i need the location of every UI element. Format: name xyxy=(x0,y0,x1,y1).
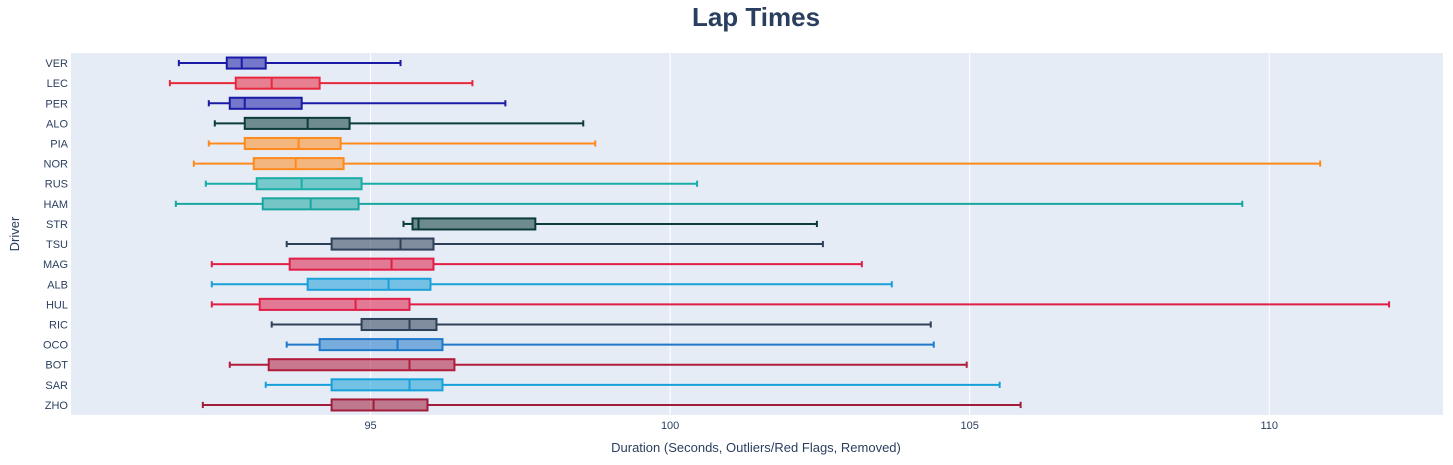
y-tick-label: PER xyxy=(45,98,68,110)
box-alo xyxy=(213,116,585,130)
box-alb xyxy=(210,277,893,291)
box-iqr xyxy=(288,257,435,271)
box-sar xyxy=(264,378,1001,392)
box-str xyxy=(402,217,818,231)
box-ham xyxy=(174,197,1244,211)
box-series xyxy=(168,56,1391,412)
box-hul xyxy=(210,297,1391,311)
box-mag xyxy=(210,257,863,271)
y-tick-label: STR xyxy=(46,219,68,231)
y-tick-label: HAM xyxy=(44,199,68,211)
x-axis-ticks: 95 100 105 110 xyxy=(364,420,1278,432)
box-iqr xyxy=(330,398,429,412)
y-tick-label: RUS xyxy=(45,179,68,191)
box-ric xyxy=(270,317,932,332)
box-ver xyxy=(177,56,402,70)
box-iqr xyxy=(243,136,342,151)
y-axis-label: Driver xyxy=(7,216,22,251)
box-iqr xyxy=(243,116,351,130)
box-per xyxy=(207,96,507,110)
y-tick-label: ALB xyxy=(47,279,68,291)
box-nor xyxy=(192,157,1322,171)
box-pia xyxy=(207,136,597,151)
x-tick-label: 100 xyxy=(661,420,679,432)
box-lec xyxy=(168,76,474,90)
y-tick-label: ZHO xyxy=(45,400,69,412)
x-tick-label: 95 xyxy=(364,420,376,432)
box-iqr xyxy=(258,297,411,311)
y-tick-label: SAR xyxy=(45,380,68,392)
box-bot xyxy=(228,358,968,372)
box-iqr xyxy=(228,96,303,110)
box-iqr xyxy=(225,56,267,70)
y-tick-label: LEC xyxy=(47,78,68,90)
box-tsu xyxy=(285,237,824,251)
x-axis-label: Duration (Seconds, Outliers/Red Flags, R… xyxy=(611,440,901,455)
chart-title: Lap Times xyxy=(692,2,820,32)
x-tick-label: 110 xyxy=(1260,420,1278,432)
gridlines xyxy=(370,53,1270,415)
y-tick-label: TSU xyxy=(46,239,68,251)
box-zho xyxy=(201,398,1022,412)
y-tick-label: BOT xyxy=(45,360,68,372)
x-tick-label: 105 xyxy=(961,420,979,432)
box-iqr xyxy=(360,317,438,332)
box-iqr xyxy=(252,157,345,171)
box-iqr xyxy=(330,237,435,251)
box-iqr xyxy=(267,358,456,372)
y-tick-label: MAG xyxy=(43,259,68,271)
y-tick-label: ALO xyxy=(46,118,68,130)
box-oco xyxy=(285,338,935,352)
box-rus xyxy=(204,177,699,191)
box-iqr xyxy=(306,277,432,291)
y-tick-label: HUL xyxy=(46,299,68,311)
y-tick-label: VER xyxy=(45,58,68,70)
box-iqr xyxy=(255,177,363,191)
y-tick-label: OCO xyxy=(43,340,69,352)
y-tick-label: NOR xyxy=(44,159,69,171)
box-iqr xyxy=(234,76,321,90)
plot-area xyxy=(71,53,1443,415)
y-tick-label: RIC xyxy=(49,320,68,332)
box-iqr xyxy=(411,217,537,231)
y-tick-label: PIA xyxy=(50,139,68,151)
box-iqr xyxy=(318,338,444,352)
box-iqr xyxy=(330,378,444,392)
y-axis-ticks: VER LEC PER ALO PIA NOR RUS HAM STR TSU MAG ALB HUL R… xyxy=(43,58,69,412)
